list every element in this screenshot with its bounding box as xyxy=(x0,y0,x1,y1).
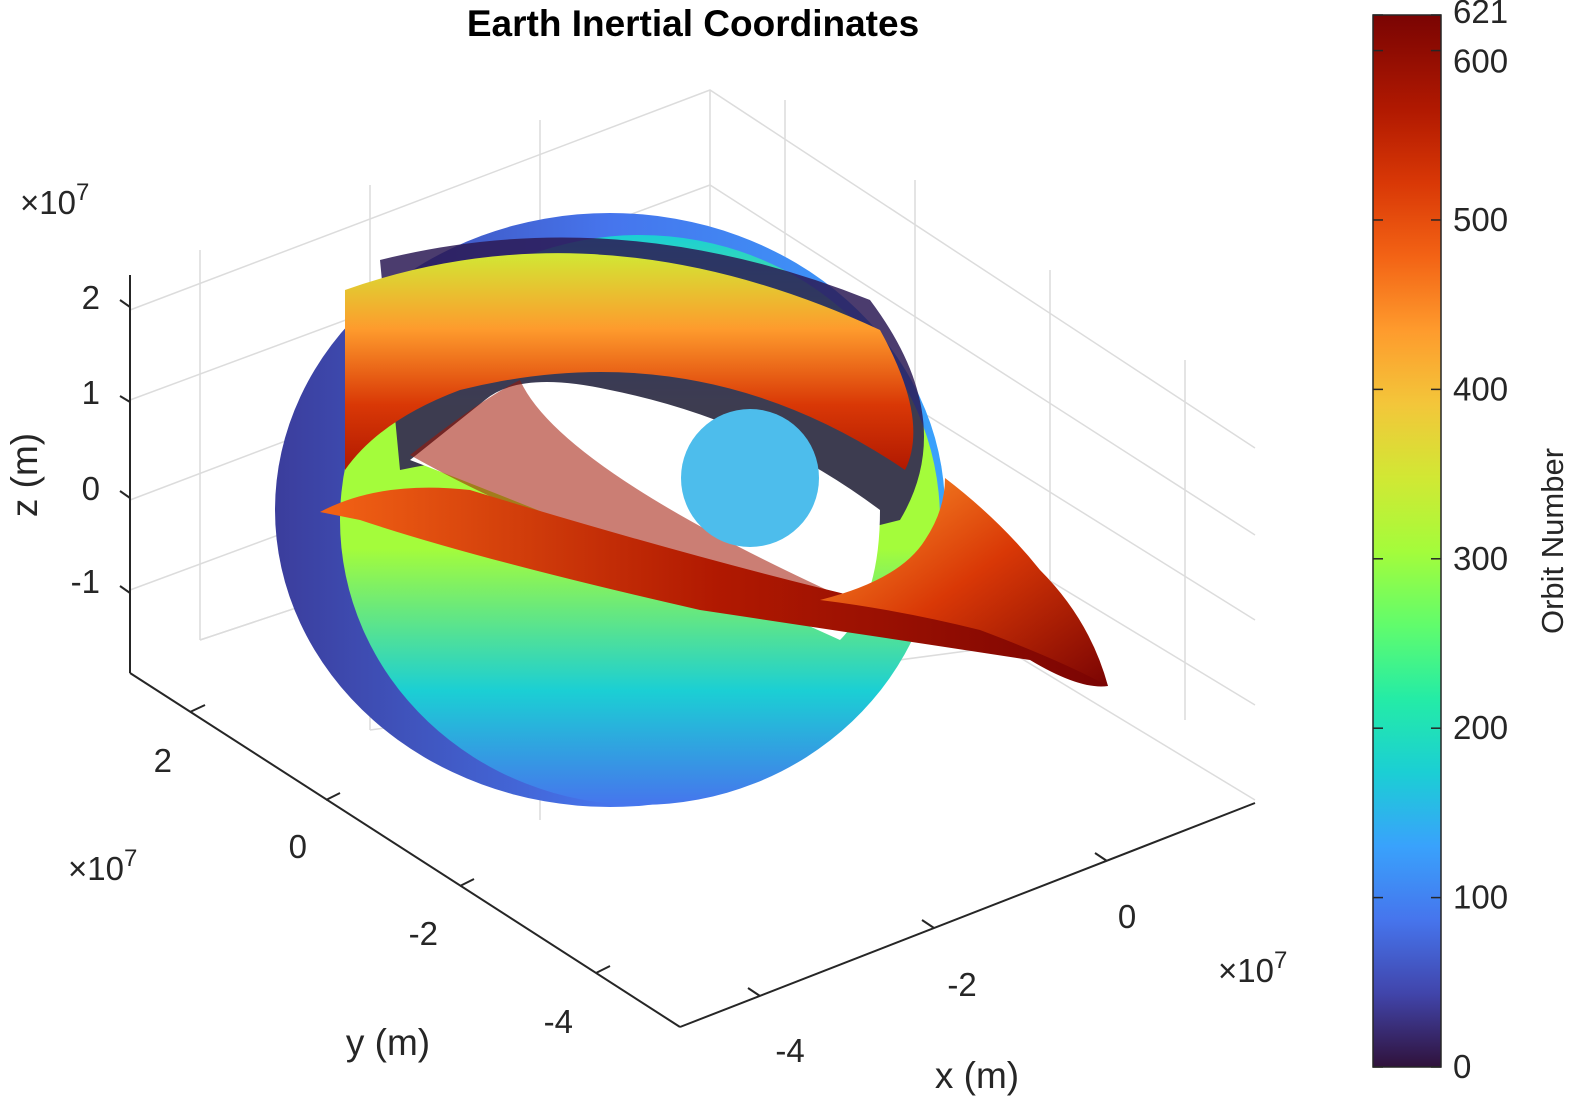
colorbar-tick-label: 621 xyxy=(1453,0,1508,30)
z-exponent: ×107 xyxy=(20,179,89,221)
earth-sphere xyxy=(681,409,819,547)
colorbar-tick-label: 500 xyxy=(1453,201,1508,238)
y-tick-label: -2 xyxy=(409,915,438,952)
colorbar-tick-label: 100 xyxy=(1453,879,1508,916)
colorbar-tick-label: 0 xyxy=(1453,1048,1471,1085)
x-tick-label: -4 xyxy=(775,1032,804,1069)
colorbar: 0 100 200 300 400 500 600 621 Orbit Number xyxy=(1372,0,1570,1085)
orbit-surface xyxy=(275,213,1108,807)
colorbar-tick-label: 600 xyxy=(1453,43,1508,80)
z-tick-label: -1 xyxy=(71,563,100,600)
colorbar-tick-label: 400 xyxy=(1453,370,1508,407)
x-exponent: ×107 xyxy=(1218,947,1287,989)
y-axis-label: y (m) xyxy=(346,1022,430,1063)
colorbar-tick-label: 300 xyxy=(1453,540,1508,577)
colorbar-bar xyxy=(1372,14,1442,1068)
y-tick-label: 0 xyxy=(289,828,307,865)
z-tick-label: 1 xyxy=(82,374,100,411)
y-exponent: ×107 xyxy=(68,845,137,887)
orbit-tip xyxy=(820,478,1108,686)
z-tick-labels: 2 1 0 -1 xyxy=(71,279,100,600)
z-tick-label: 2 xyxy=(82,279,100,316)
y-tick-labels: 2 0 -2 -4 xyxy=(154,742,573,1040)
y-axis-line xyxy=(129,672,681,1028)
x-axis-line xyxy=(679,802,1256,1028)
orbit-band xyxy=(320,487,1108,687)
x-tick-label: -2 xyxy=(947,966,976,1003)
colorbar-tick-label: 200 xyxy=(1453,709,1508,746)
colorbar-label: Orbit Number xyxy=(1535,448,1570,634)
colorbar-ticks: 0 100 200 300 400 500 600 621 xyxy=(1373,0,1508,1085)
y-tick-label: -4 xyxy=(544,1003,573,1040)
z-axis-label: z (m) xyxy=(4,433,45,517)
x-axis-label: x (m) xyxy=(935,1055,1019,1096)
orbit-inner-band xyxy=(345,253,914,470)
z-tick-label: 0 xyxy=(82,470,100,507)
orbit-mesh-fan xyxy=(410,380,860,610)
x-tick-label: 0 xyxy=(1118,898,1136,935)
axes xyxy=(119,275,1256,1028)
x-tick-labels: -4 -2 0 xyxy=(775,898,1136,1069)
y-tick-label: 2 xyxy=(154,742,172,779)
chart-title: Earth Inertial Coordinates xyxy=(467,3,919,44)
